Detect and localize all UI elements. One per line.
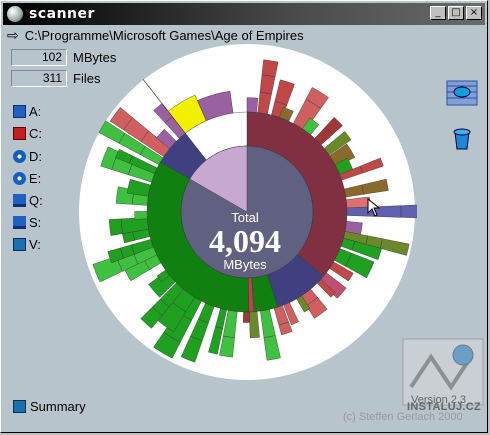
delete-button[interactable] — [445, 125, 479, 153]
instaluj-logo-icon — [402, 338, 484, 406]
size-label: MBytes — [73, 50, 117, 65]
close-button[interactable]: × — [466, 6, 482, 20]
sunburst-segment — [283, 302, 299, 326]
sunburst-segment — [261, 59, 279, 78]
drive-v[interactable]: V: — [13, 237, 41, 252]
sunburst-segment — [189, 145, 248, 213]
sunburst-segment — [180, 335, 203, 363]
title-bar[interactable]: scanner _ □ × — [3, 3, 485, 25]
watermark-text: INSTALUJ.CZ — [407, 401, 481, 413]
drive-label: V: — [29, 237, 41, 252]
sunburst-segment — [108, 218, 123, 236]
sunburst-segment — [400, 204, 417, 219]
summary-icon — [13, 400, 26, 413]
sunburst-segment — [302, 117, 320, 136]
sunburst-segment — [345, 252, 375, 279]
drive-label: A: — [29, 104, 42, 119]
sunburst-segment — [109, 107, 133, 131]
cd-icon — [13, 172, 26, 185]
sunburst-segment — [98, 120, 126, 144]
cd-icon — [13, 150, 26, 163]
size-value: 102 — [11, 49, 67, 66]
sunburst-segment — [316, 279, 336, 298]
sunburst-segment — [323, 131, 352, 156]
network-drive-icon — [13, 194, 26, 207]
drive-c[interactable]: C: — [13, 126, 42, 141]
sunburst-segment — [360, 157, 384, 174]
trash-icon — [453, 128, 471, 150]
drive-label: S: — [29, 215, 42, 230]
sunburst-segment — [107, 247, 124, 264]
app-icon — [7, 6, 23, 22]
minimize-button[interactable]: _ — [430, 6, 446, 20]
sunburst-segment — [361, 178, 389, 195]
sunburst-segment — [197, 90, 234, 121]
sunburst-segment — [126, 179, 151, 197]
network-drive-icon — [13, 216, 26, 229]
drive-s[interactable]: S: — [13, 215, 41, 230]
drive-up-icon — [446, 80, 478, 106]
sunburst-segment — [153, 332, 181, 359]
drive-e[interactable]: E: — [13, 171, 41, 186]
center-label-total: Total — [231, 210, 259, 225]
sunburst-chart[interactable] — [77, 42, 417, 382]
drive-label: Q: — [29, 193, 43, 208]
sunburst-segment — [279, 106, 294, 122]
sunburst-segment — [142, 79, 155, 95]
files-label: Files — [73, 71, 101, 86]
maximize-button[interactable]: □ — [448, 6, 464, 20]
sunburst-segment — [351, 241, 382, 260]
network-drive-icon — [13, 238, 26, 251]
sunburst-segment — [263, 335, 281, 361]
mouse-cursor-icon — [367, 198, 381, 217]
sunburst-segment — [305, 87, 329, 109]
sunburst-segment — [115, 149, 133, 164]
sunburst-segment — [278, 321, 293, 336]
drive-label: C: — [29, 126, 42, 141]
zoom-out-button[interactable] — [445, 79, 479, 107]
summary-label: Summary — [30, 399, 86, 414]
drive-label: E: — [29, 171, 42, 186]
hard-disk-icon — [13, 127, 26, 140]
copyright-label: (c) Steffen Gerlach 2000 — [343, 411, 463, 423]
current-path: C:\Programme\Microsoft Games\Age of Empi… — [24, 28, 304, 43]
sunburst-segment — [274, 79, 295, 106]
drive-d[interactable]: D: — [13, 149, 42, 164]
path-bar: ⇨ C:\Programme\Microsoft Games\Age of Em… — [7, 27, 304, 44]
sunburst-segment — [242, 311, 250, 323]
sunburst-segment — [329, 261, 354, 282]
floppy-icon — [13, 105, 26, 118]
sunburst-segment — [325, 117, 343, 135]
summary-button[interactable]: Summary — [13, 399, 86, 414]
center-total-value: 4,094 — [209, 223, 281, 259]
window-title: scanner — [29, 6, 95, 22]
sunburst-segment — [296, 295, 311, 313]
drive-label: D: — [29, 149, 42, 164]
drive-a[interactable]: A: — [13, 104, 41, 119]
center-label-unit: MBytes — [223, 257, 267, 272]
drive-q[interactable]: Q: — [13, 193, 43, 208]
sunburst-segment — [156, 269, 171, 283]
version-label: Version 2.3 — [411, 394, 467, 406]
back-arrow-icon[interactable]: ⇨ — [7, 27, 19, 43]
sunburst-segment — [140, 306, 163, 329]
sunburst-segment — [208, 326, 223, 355]
sunburst-segment — [156, 128, 177, 149]
sunburst-segment — [134, 211, 148, 220]
sunburst-segment — [246, 97, 259, 113]
files-value: 311 — [11, 70, 67, 87]
sunburst-segment — [219, 335, 235, 358]
